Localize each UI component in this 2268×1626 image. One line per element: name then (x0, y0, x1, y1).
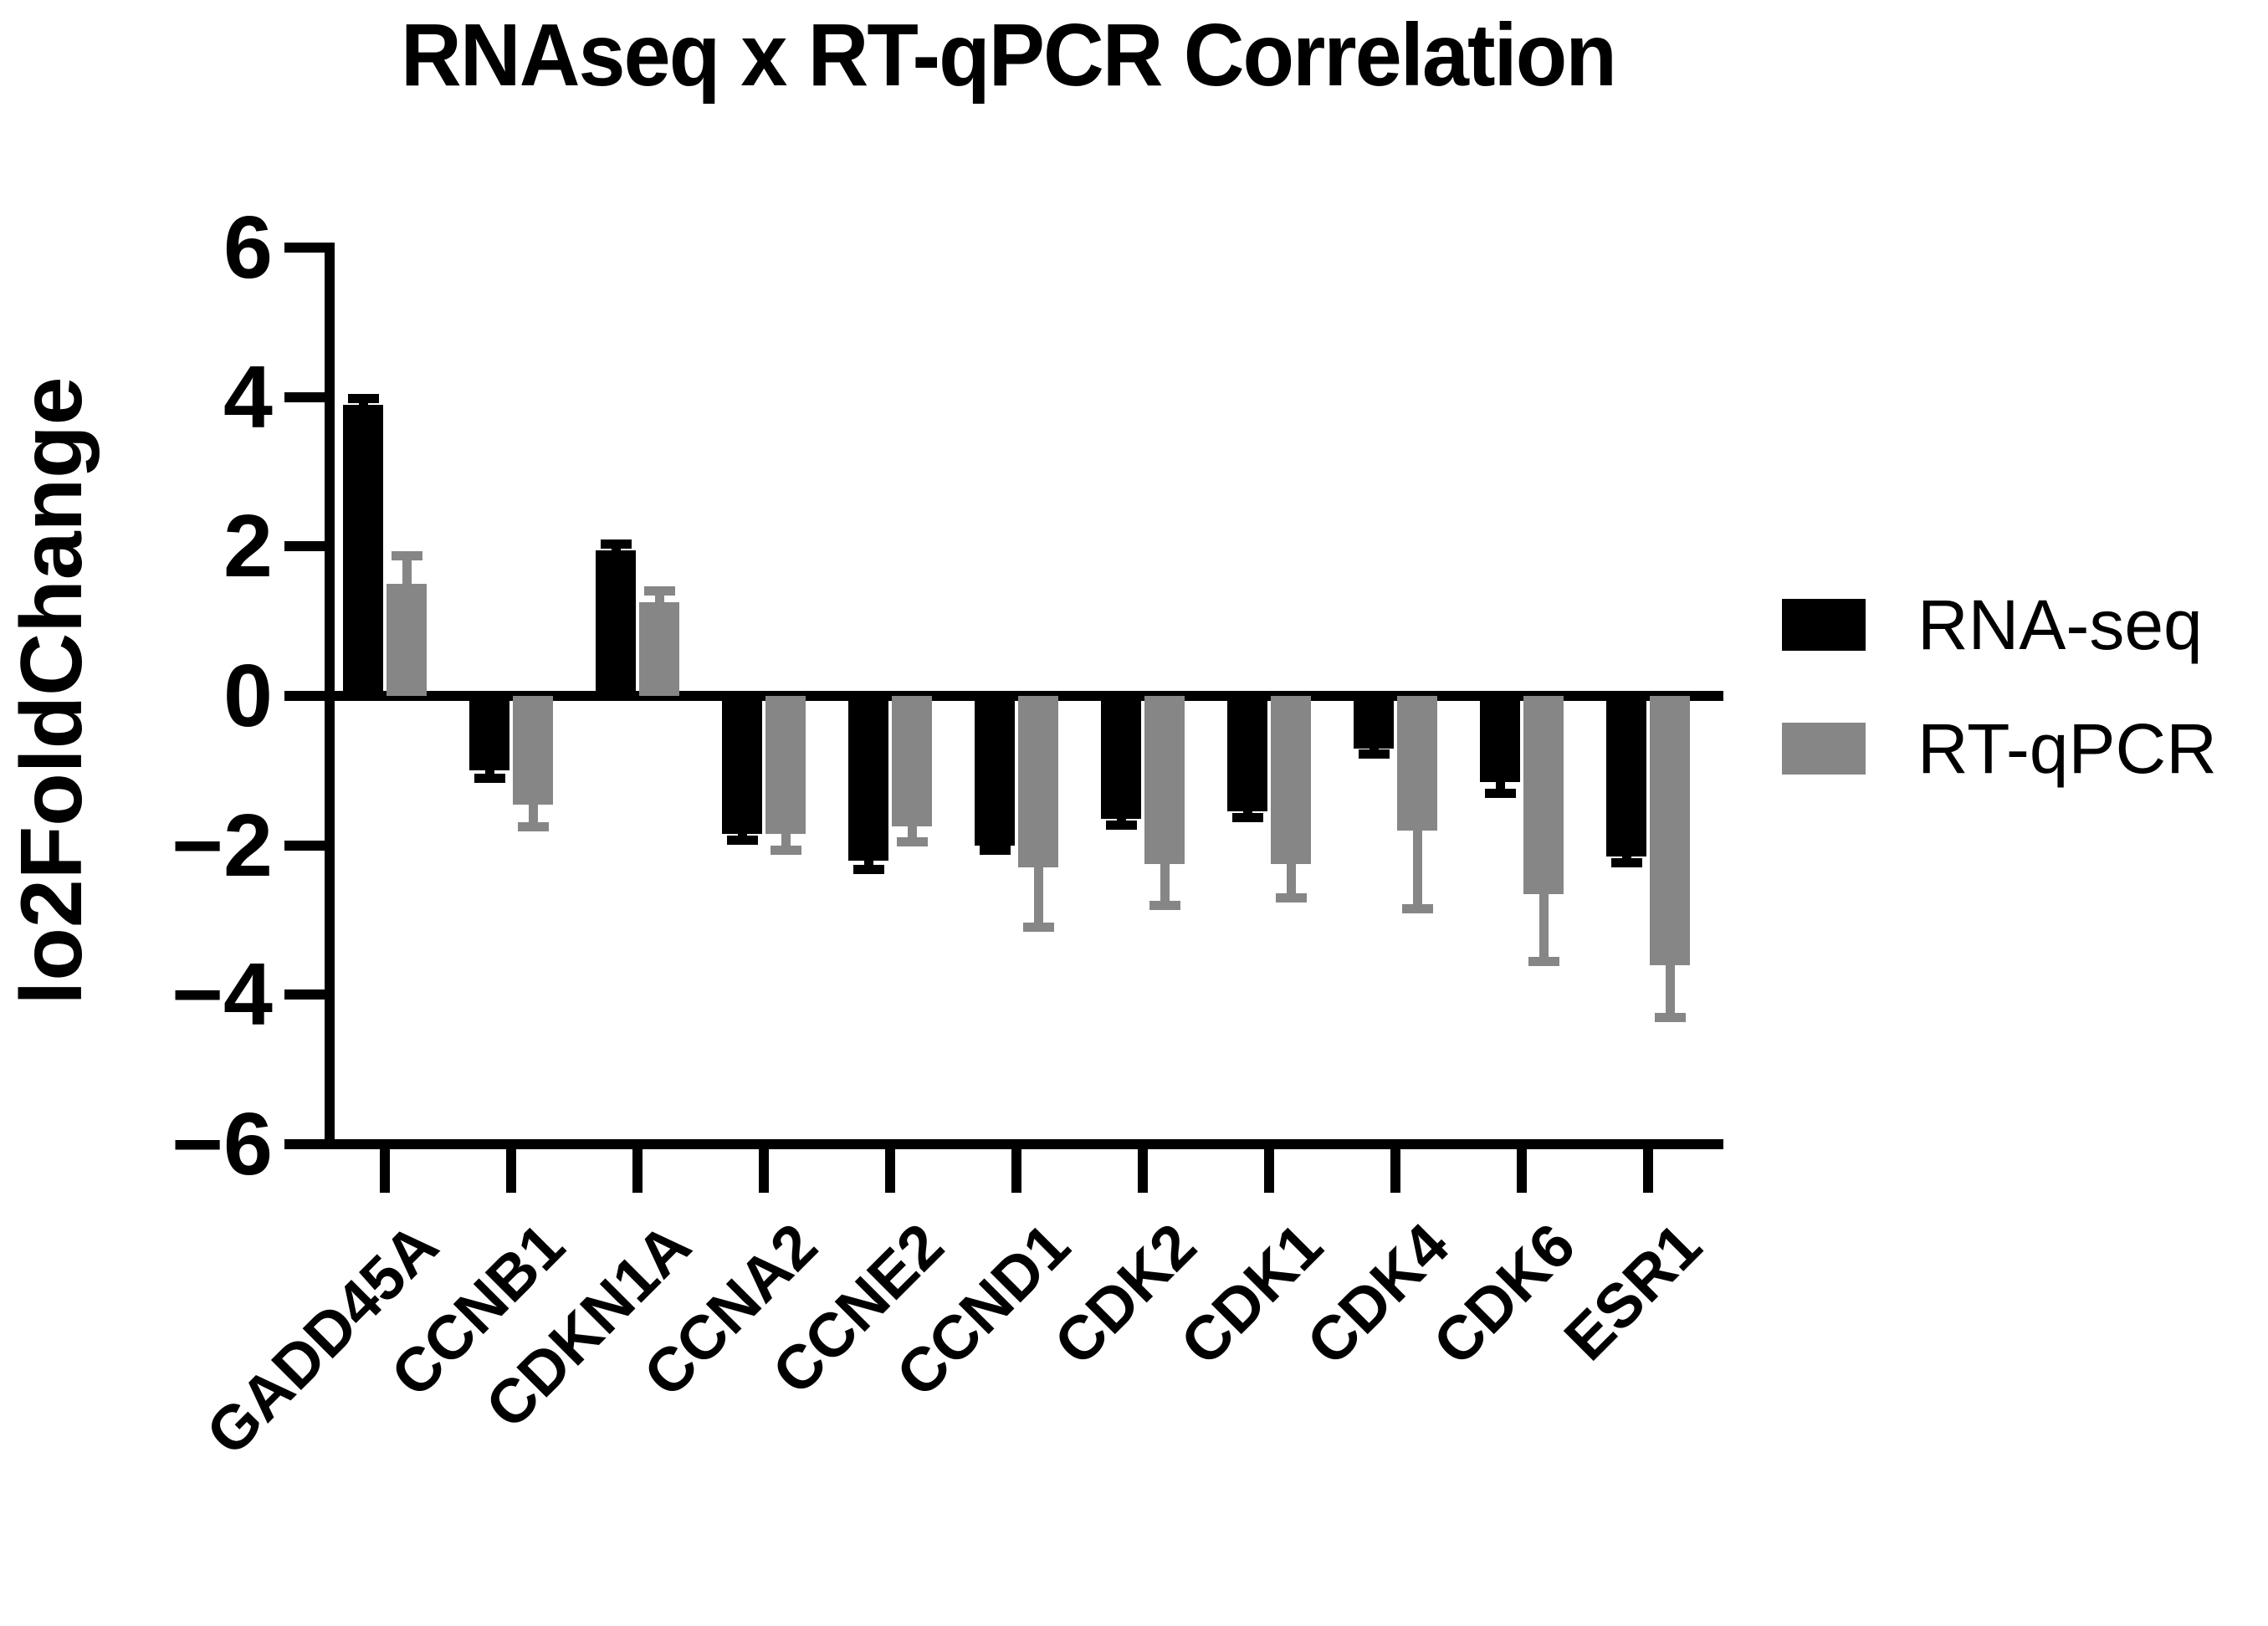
rnaseq-swatch-icon (1782, 599, 1866, 651)
error-whisker-CCND1-RT-qPCR (1033, 867, 1043, 928)
error-cap-CCND1-RNA-seq (979, 845, 1011, 855)
bar-CDK4-RT-qPCR (1397, 696, 1437, 831)
error-cap-CDK1-RNA-seq (1231, 813, 1263, 823)
x-tick-CDK6 (1517, 1149, 1527, 1193)
y-tick-label-4: 4 (223, 347, 273, 447)
bar-CDK6-RNA-seq (1480, 696, 1520, 782)
error-cap-CCNE2-RNA-seq (852, 864, 884, 874)
plot-area: 6 4 2 0 −2 −4 −6 GADD45A CCNB1 CDKN1A CCNA2 CCNE2 CC… (172, 198, 1723, 1468)
x-tick-ESR1 (1643, 1149, 1653, 1193)
bar-CCNA2-RT-qPCR (765, 696, 806, 835)
bar-CDK1-RNA-seq (1227, 696, 1267, 812)
y-tick-label-2: 2 (223, 497, 273, 596)
legend-row-rnaseq: RNA-seq (1782, 583, 2250, 667)
bar-ESR1-RNA-seq (1606, 696, 1646, 857)
y-tick-0 (284, 691, 325, 701)
error-whisker-CDK1-RT-qPCR (1286, 864, 1296, 898)
error-cap-ESR1-RNA-seq (1610, 857, 1642, 867)
y-tick-label--4: −4 (172, 945, 273, 1045)
error-whisker-CDKN1A-RT-qPCR (654, 591, 664, 603)
y-tick--6 (284, 1139, 325, 1149)
error-cap-CCNB1-RNA-seq (474, 773, 505, 783)
bar-CDK4-RNA-seq (1354, 696, 1394, 749)
error-cap-GADD45A-RT-qPCR (391, 550, 422, 560)
bar-CDKN1A-RNA-seq (596, 550, 636, 696)
x-tick-CCNA2 (759, 1149, 769, 1193)
error-whisker-CDK6-RT-qPCR (1538, 893, 1549, 962)
error-cap-CDK6-RNA-seq (1484, 788, 1516, 798)
x-tick-CCNE2 (885, 1149, 895, 1193)
bar-GADD45A-RNA-seq (343, 404, 383, 696)
x-tick-CDKN1A (632, 1149, 643, 1193)
bar-CCND1-RT-qPCR (1018, 696, 1058, 868)
bar-CDK6-RT-qPCR (1523, 696, 1564, 894)
y-tick-4 (284, 391, 325, 402)
bar-GADD45A-RT-qPCR (387, 584, 427, 696)
error-cap-CCNA2-RNA-seq (726, 835, 758, 845)
error-cap-CDK1-RT-qPCR (1275, 892, 1307, 902)
error-cap-CCNA2-RT-qPCR (770, 846, 801, 856)
figure-canvas: { "chart_data": { "type": "bar", "title"… (3, 6, 2250, 1469)
bar-CDKN1A-RT-qPCR (639, 602, 679, 696)
error-cap-GADD45A-RNA-seq (347, 393, 379, 403)
error-whisker-CDK6-RNA-seq (1495, 781, 1505, 794)
rtqpcr-swatch-icon (1782, 723, 1866, 775)
error-cap-CDK2-RT-qPCR (1149, 900, 1180, 910)
x-tick-CDK1 (1264, 1149, 1274, 1193)
x-tick-CDK2 (1138, 1149, 1148, 1193)
legend-row-rtqpcr: RT-qPCR (1782, 707, 2250, 790)
y-tick-2 (284, 541, 325, 552)
error-cap-CDKN1A-RNA-seq (600, 539, 632, 550)
x-tick-CCNB1 (506, 1149, 516, 1193)
error-whisker-GADD45A-RT-qPCR (402, 555, 412, 584)
bar-CCNB1-RNA-seq (469, 696, 509, 771)
bar-CCNA2-RNA-seq (722, 696, 762, 835)
bar-CDK2-RT-qPCR (1144, 696, 1185, 864)
y-tick-label-6: 6 (223, 198, 273, 297)
error-cap-CDK4-RNA-seq (1358, 749, 1390, 759)
bar-ESR1-RT-qPCR (1650, 696, 1690, 965)
error-cap-CDKN1A-RT-qPCR (643, 586, 675, 596)
bar-CCNE2-RT-qPCR (892, 696, 932, 827)
bar-CCNB1-RT-qPCR (513, 696, 553, 805)
bar-CDK1-RT-qPCR (1271, 696, 1311, 864)
error-cap-ESR1-RT-qPCR (1654, 1012, 1686, 1022)
error-cap-CCNE2-RT-qPCR (896, 836, 928, 846)
error-cap-CDK4-RT-qPCR (1401, 904, 1433, 914)
error-whisker-CCNA2-RT-qPCR (781, 834, 791, 851)
bar-CDK2-RNA-seq (1101, 696, 1141, 820)
legend-label-rtqpcr: RT-qPCR (1917, 708, 2217, 788)
error-whisker-CDK2-RT-qPCR (1160, 864, 1170, 906)
bar-CCNE2-RNA-seq (848, 696, 888, 861)
y-tick-label--6: −6 (172, 1095, 273, 1194)
bar-CCND1-RNA-seq (975, 696, 1015, 846)
error-whisker-CCNB1-RT-qPCR (528, 804, 538, 827)
error-cap-CCND1-RT-qPCR (1022, 923, 1054, 933)
error-whisker-CCNE2-RT-qPCR (907, 826, 917, 842)
y-tick-label--2: −2 (172, 795, 273, 895)
y-tick--4 (284, 989, 325, 1000)
legend-label-rnaseq: RNA-seq (1917, 585, 2203, 664)
error-whisker-CDK4-RT-qPCR (1412, 830, 1422, 909)
x-tick-GADD45A (380, 1149, 390, 1193)
chart-title: RNAseq x RT-qPCR Correlation (401, 6, 1617, 105)
y-tick--2 (284, 840, 325, 851)
error-cap-CDK6-RT-qPCR (1528, 956, 1559, 966)
error-cap-CCNB1-RT-qPCR (517, 821, 549, 831)
y-tick-6 (284, 243, 325, 253)
x-axis-baseline (325, 1139, 1723, 1149)
x-tick-CCND1 (1011, 1149, 1021, 1193)
x-tick-CDK4 (1390, 1149, 1400, 1193)
error-whisker-ESR1-RT-qPCR (1665, 964, 1675, 1018)
legend: RNA-seq RT-qPCR (1782, 583, 2250, 831)
y-tick-label-0: 0 (223, 647, 273, 745)
error-cap-CDK2-RNA-seq (1105, 821, 1137, 831)
